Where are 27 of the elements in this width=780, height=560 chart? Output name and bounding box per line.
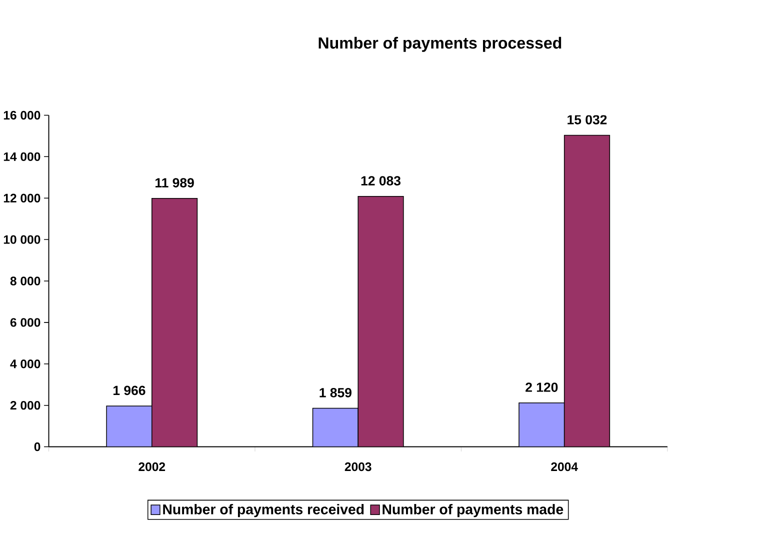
x-tick-label: 2003	[344, 462, 372, 472]
bar	[106, 406, 152, 447]
data-label: 2 120	[526, 382, 558, 392]
y-tick-label: 0	[34, 442, 40, 452]
legend-label: Number of payments made	[382, 504, 564, 518]
y-tick-label: 12 000	[4, 194, 40, 202]
chart-title: Number of payments processed	[318, 36, 562, 52]
legend-label: Number of payments received	[163, 504, 364, 518]
bar	[358, 196, 404, 447]
bar	[564, 134, 610, 447]
y-tick-label: 8 000	[10, 276, 40, 286]
data-label: 15 032	[568, 114, 607, 124]
y-tick-label: 4 000	[10, 359, 40, 368]
data-label: 12 083	[361, 176, 400, 186]
y-tick-label: 14 000	[4, 152, 40, 161]
bar	[518, 402, 565, 447]
x-tick-label: 2002	[138, 462, 166, 472]
y-tick-label: 16 000	[4, 110, 40, 120]
y-tick-label: 6 000	[10, 318, 40, 327]
bar	[312, 408, 358, 447]
data-label: 1 859	[320, 388, 352, 398]
data-label: 1 966	[113, 386, 146, 396]
y-tick-label: 10 000	[4, 235, 40, 244]
bar	[152, 198, 198, 447]
data-label: 11 989	[156, 178, 194, 188]
y-tick-label: 2 000	[10, 400, 40, 410]
x-tick-label: 2004	[551, 462, 578, 472]
